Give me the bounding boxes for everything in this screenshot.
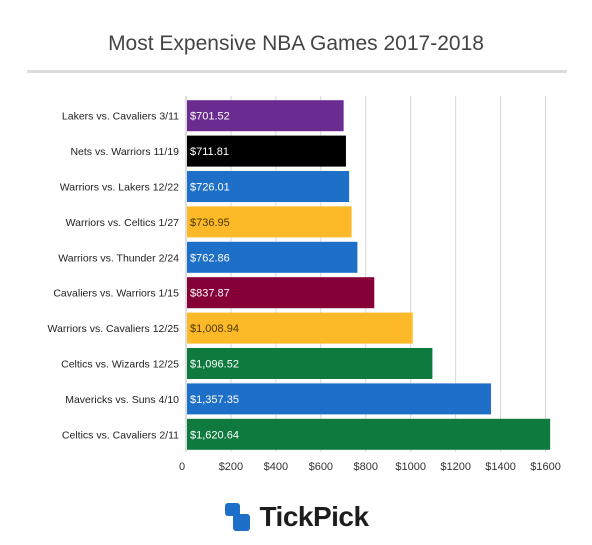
- bar: [187, 100, 344, 132]
- bar: [187, 348, 433, 379]
- bar: [187, 312, 413, 344]
- x-tick-label: $1600: [530, 461, 561, 473]
- x-tick-labels: 0 $200 $400 $600 $800 $1000 $1200 $1400 $1600: [179, 461, 561, 473]
- category-label: Warriors vs. Thunder 2/24: [58, 252, 179, 264]
- category-labels: Lakers vs. Cavaliers 3/11 Nets vs. Warrio…: [48, 111, 180, 442]
- bar: [187, 171, 350, 202]
- bar: [187, 277, 375, 309]
- title-divider: [27, 70, 567, 73]
- category-label: Celtics vs. Wizards 12/25: [61, 359, 179, 371]
- bar: [187, 241, 358, 273]
- tickpick-logo: TickPick: [0, 497, 592, 537]
- data-label: $736.95: [190, 217, 230, 229]
- category-label: Celtics vs. Cavaliers 2/11: [62, 429, 179, 441]
- x-tick-label: $1400: [485, 461, 516, 473]
- bars: $701.52 $711.81 $726.01 $736.95 $762.86 $837.…: [187, 100, 551, 450]
- bar: [187, 135, 346, 167]
- data-label: $726.01: [190, 182, 230, 194]
- x-tick-label: $400: [264, 461, 288, 473]
- bar: [187, 206, 352, 238]
- category-label: Warriors vs. Cavaliers 12/25: [48, 323, 180, 335]
- category-label: Warriors vs. Celtics 1/27: [66, 217, 180, 229]
- chart-title: Most Expensive NBA Games 2017-2018: [108, 32, 484, 55]
- data-label: $762.86: [190, 252, 230, 264]
- category-label: Cavaliers vs. Warriors 1/15: [53, 288, 179, 300]
- data-label: $1,357.35: [190, 394, 239, 406]
- tickpick-logo-icon: [225, 503, 251, 531]
- x-tick-label: $1200: [440, 461, 471, 473]
- x-tick-label: $600: [309, 461, 333, 473]
- data-label: $1,096.52: [190, 359, 239, 371]
- category-label: Lakers vs. Cavaliers 3/11: [62, 111, 179, 123]
- data-label: $711.81: [190, 146, 229, 158]
- brand-name: TickPick: [259, 501, 369, 532]
- x-tick-label: $800: [354, 461, 378, 473]
- data-label: $1,620.64: [190, 429, 239, 441]
- bar: [187, 383, 492, 415]
- category-label: Warriors vs. Lakers 12/22: [60, 182, 179, 194]
- bar-chart: $701.52 $711.81 $726.01 $736.95 $762.86 $837.…: [48, 96, 561, 473]
- data-label: $1,008.94: [190, 323, 239, 335]
- bar: [187, 418, 551, 450]
- x-tick-label: $1000: [395, 461, 426, 473]
- category-label: Nets vs. Warriors 11/19: [70, 146, 179, 158]
- category-label: Mavericks vs. Suns 4/10: [65, 394, 179, 406]
- x-tick-label: $200: [219, 461, 243, 473]
- x-tick-label: 0: [179, 461, 185, 473]
- data-label: $701.52: [190, 111, 230, 123]
- data-label: $837.87: [190, 288, 230, 300]
